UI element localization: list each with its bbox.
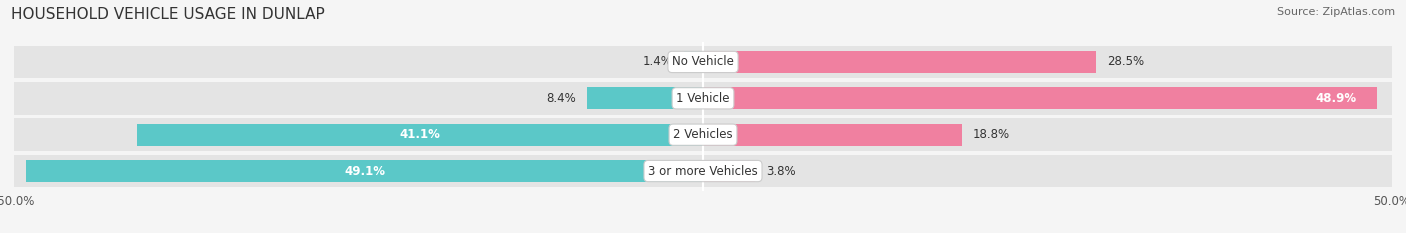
Text: No Vehicle: No Vehicle bbox=[672, 55, 734, 69]
Text: 1.4%: 1.4% bbox=[643, 55, 672, 69]
Text: HOUSEHOLD VEHICLE USAGE IN DUNLAP: HOUSEHOLD VEHICLE USAGE IN DUNLAP bbox=[11, 7, 325, 22]
Bar bbox=[14, 155, 703, 187]
Text: 18.8%: 18.8% bbox=[973, 128, 1010, 141]
Text: 1 Vehicle: 1 Vehicle bbox=[676, 92, 730, 105]
Bar bbox=[683, 51, 703, 73]
Bar bbox=[703, 87, 1376, 109]
Text: 3.8%: 3.8% bbox=[766, 164, 796, 178]
Bar bbox=[14, 118, 703, 151]
Text: 8.4%: 8.4% bbox=[547, 92, 576, 105]
Bar bbox=[703, 82, 1392, 115]
Text: 41.1%: 41.1% bbox=[399, 128, 440, 141]
Bar bbox=[703, 118, 1392, 151]
Text: 28.5%: 28.5% bbox=[1107, 55, 1144, 69]
Bar bbox=[27, 160, 703, 182]
Text: 48.9%: 48.9% bbox=[1315, 92, 1357, 105]
Bar bbox=[14, 46, 703, 78]
Bar bbox=[703, 124, 962, 146]
Bar bbox=[703, 46, 1392, 78]
Bar bbox=[136, 124, 703, 146]
Text: Source: ZipAtlas.com: Source: ZipAtlas.com bbox=[1277, 7, 1395, 17]
Bar bbox=[703, 155, 1392, 187]
Text: 49.1%: 49.1% bbox=[344, 164, 385, 178]
Bar bbox=[588, 87, 703, 109]
Bar bbox=[703, 160, 755, 182]
Bar bbox=[14, 82, 703, 115]
Text: 2 Vehicles: 2 Vehicles bbox=[673, 128, 733, 141]
Text: 3 or more Vehicles: 3 or more Vehicles bbox=[648, 164, 758, 178]
Bar bbox=[703, 51, 1095, 73]
